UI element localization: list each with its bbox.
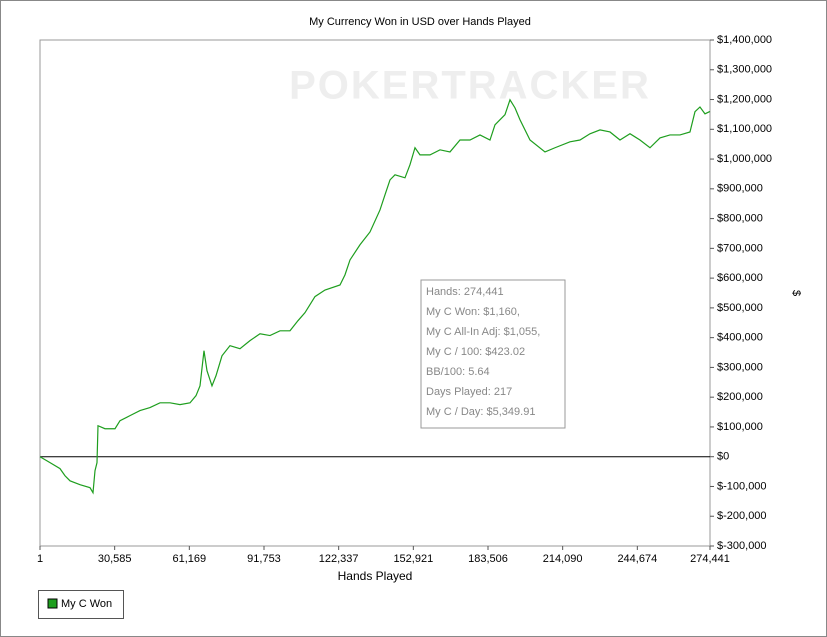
y-tick-label: $1,000,000 xyxy=(717,153,772,165)
y-tick-label: $800,000 xyxy=(717,212,763,224)
y-tick-label: $200,000 xyxy=(717,391,763,403)
y-tick-label: $-100,000 xyxy=(717,480,767,492)
x-tick-label: 214,090 xyxy=(543,553,583,565)
tooltip-line: BB/100: 5.64 xyxy=(426,366,490,378)
x-tick-label: 244,674 xyxy=(617,553,657,565)
y-tick-label: $1,100,000 xyxy=(717,123,772,135)
legend-box xyxy=(38,590,124,619)
y-tick-label: $100,000 xyxy=(717,421,763,433)
x-axis-label: Hands Played xyxy=(338,569,413,583)
y-tick-label: $900,000 xyxy=(717,183,763,195)
tooltip-line: My C / Day: $5,349.91 xyxy=(426,406,535,418)
tooltip-line: My C / 100: $423.02 xyxy=(426,346,525,358)
series-line xyxy=(39,98,711,495)
y-axis-label: $ xyxy=(790,290,802,296)
y-tick-label: $400,000 xyxy=(717,332,763,344)
x-tick-label: 183,506 xyxy=(468,553,508,565)
tooltip-line: Hands: 274,441 xyxy=(426,286,504,298)
tooltip-line: My C Won: $1,160, xyxy=(426,306,520,318)
watermark: POKERTRACKER xyxy=(289,64,651,108)
x-tick-label: 122,337 xyxy=(319,553,359,565)
y-tick-label: $1,300,000 xyxy=(717,64,772,76)
legend-swatch xyxy=(47,598,58,609)
x-tick-label: 152,921 xyxy=(393,553,433,565)
legend-label: My C Won xyxy=(61,598,112,610)
y-tick-label: $-300,000 xyxy=(717,540,767,552)
x-tick-label: 274,441 xyxy=(690,553,730,565)
y-tick-label: $1,400,000 xyxy=(717,34,772,46)
y-tick-label: $1,200,000 xyxy=(717,93,772,105)
tooltip-box xyxy=(420,279,566,429)
tooltip-line: My C All-In Adj: $1,055, xyxy=(426,326,540,338)
y-tick-label: $300,000 xyxy=(717,361,763,373)
y-tick-label: $700,000 xyxy=(717,242,763,254)
x-tick-label: 91,753 xyxy=(247,553,281,565)
tooltip-line: Days Played: 217 xyxy=(426,386,512,398)
y-tick-label: $600,000 xyxy=(717,272,763,284)
x-tick-label: 30,585 xyxy=(98,553,132,565)
y-tick-label: $0 xyxy=(717,451,729,463)
x-tick-label: 1 xyxy=(37,553,43,565)
plot-area xyxy=(39,39,711,547)
y-tick-label: $-200,000 xyxy=(717,510,767,522)
chart-title: My Currency Won in USD over Hands Played xyxy=(309,16,531,28)
y-tick-label: $500,000 xyxy=(717,302,763,314)
x-tick-label: 61,169 xyxy=(173,553,207,565)
